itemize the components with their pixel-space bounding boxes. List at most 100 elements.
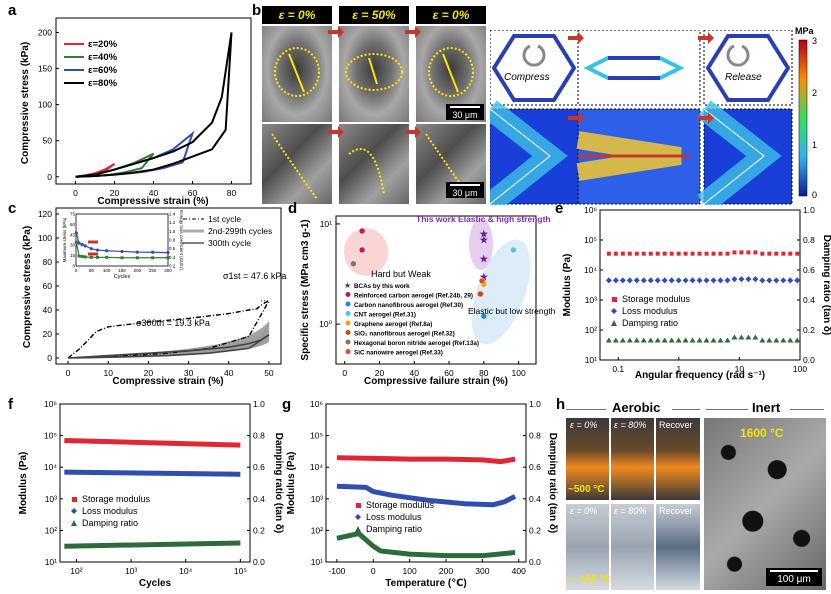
point-Damping ratio	[619, 337, 626, 343]
x-tick: 0	[66, 368, 71, 378]
inset-x-tick: 200	[134, 268, 142, 273]
point-CNT aerogel (Ref.31)	[510, 246, 517, 254]
point-Storage modulus	[746, 250, 751, 255]
inset-y-right-label: Energy loss coefficient (ΔU/U)	[179, 210, 184, 270]
legend-label: ε=60%	[88, 65, 118, 76]
y-tick: 100	[38, 100, 52, 110]
x-tick: 200	[439, 566, 453, 576]
inset-y-tick: 30	[70, 243, 76, 248]
x-tick: 0	[371, 566, 376, 576]
point-Damping ratio	[780, 337, 787, 343]
inset-x-tick: 150	[118, 268, 126, 273]
point-Loss modulus	[605, 277, 612, 284]
legend-marker	[71, 520, 77, 526]
scalebar-b2: 30 μm	[446, 182, 484, 198]
y-axis-right-label: Damping ratio (tan δ)	[821, 235, 831, 336]
y-axis-label: Specific stress (MPa cm3 g-1)	[300, 219, 311, 360]
inset-y-tick: 0	[72, 264, 75, 269]
inset-y-right-tick: 1.2	[169, 220, 176, 225]
sim-label-compress: Compress	[504, 72, 550, 83]
point-Storage modulus	[788, 251, 793, 256]
y-axis-label: Modulus (Pa)	[18, 452, 29, 515]
sem-image-1	[262, 26, 332, 122]
temp-cold: ~ -196 °C	[568, 574, 611, 585]
y-tick: 0	[47, 353, 52, 363]
series-Loss modulus	[64, 469, 241, 477]
colorbar-tick-1: 1	[812, 140, 818, 150]
point-Storage modulus	[683, 251, 688, 256]
region-label-hard: Hard but Weak	[371, 269, 431, 279]
y-tick: 40	[43, 305, 53, 315]
series-300th cycle	[68, 334, 270, 359]
x-tick: 20	[110, 188, 120, 198]
point-Loss modulus	[703, 277, 710, 284]
point-Loss modulus	[759, 277, 766, 284]
x-tick: 1	[676, 364, 681, 374]
inset-x-label: Cycles	[114, 274, 131, 280]
point-Storage modulus	[760, 251, 765, 256]
point-Storage modulus	[606, 251, 611, 256]
point-Storage modulus	[655, 251, 660, 256]
y-tick: 10³	[585, 295, 597, 305]
y-tick: 10⁵	[44, 431, 57, 441]
inset-y-tick: 60	[70, 222, 76, 227]
y-right-tick: 0.8	[253, 431, 265, 441]
row1-label-1: ε = 0%	[570, 420, 598, 430]
legend-marker	[345, 330, 351, 335]
x-tick: 30	[184, 368, 194, 378]
inset-point	[135, 250, 139, 254]
chart-f: 10² 10³ 10⁴ 10⁵ 10¹ 10² 10³ 10⁴ 10⁵ 10⁶ 0.0 0.2 0.4 0…	[18, 399, 284, 589]
y-right-tick: 0.6	[529, 462, 541, 472]
x-tick: 0.1	[612, 364, 624, 374]
point-Loss modulus	[766, 277, 773, 284]
inset-point	[105, 249, 109, 253]
point-Loss modulus	[724, 277, 731, 284]
x-tick: 10	[103, 368, 113, 378]
point-Damping ratio	[605, 337, 612, 343]
inset-point	[120, 256, 124, 260]
x-tick: 20	[375, 368, 385, 378]
simulation-area: Compress Release MPa 3 2 1 0	[483, 26, 830, 213]
legend-label: ε=40%	[88, 52, 118, 63]
y-tick: 10¹	[45, 557, 57, 567]
y-tick: 120	[38, 209, 52, 219]
legend-label: Damping ratio	[622, 318, 678, 328]
legend-marker	[345, 349, 351, 354]
point-Loss modulus	[619, 277, 626, 284]
region-label-elastic: Elastic but low strength	[468, 306, 556, 316]
legend-2nd-299th: 2nd-299th cycles	[208, 226, 272, 236]
series-ε=40%	[75, 152, 155, 178]
inset-point	[166, 256, 170, 260]
y-tick: 10⁵	[584, 235, 597, 245]
legend-1st: 1st cycle	[208, 214, 241, 224]
inset-point	[89, 247, 93, 251]
x-tick: 80	[479, 368, 489, 378]
x-tick: 20	[144, 368, 154, 378]
point-BCAs by this work: ★	[479, 254, 489, 266]
inset-point	[74, 240, 78, 244]
point-Damping ratio	[654, 337, 661, 343]
scalebar-h: 100 μm	[766, 568, 822, 586]
y-right-tick: 0.0	[529, 557, 541, 567]
inset-x-tick: 100	[103, 268, 111, 273]
y-tick: 0	[47, 172, 52, 182]
point-Loss modulus	[661, 277, 668, 284]
series-Storage modulus	[64, 437, 241, 448]
inset-point	[80, 242, 84, 247]
x-tick: 10	[735, 364, 745, 374]
point-Damping ratio	[647, 337, 654, 343]
point-Storage modulus	[641, 251, 646, 256]
y-tick: 10³	[45, 494, 57, 504]
point-Damping ratio	[668, 337, 675, 343]
y-tick: 80	[43, 257, 53, 267]
legend-marker	[345, 301, 351, 307]
legend-marker	[355, 514, 361, 520]
y-right-tick: 0.4	[803, 295, 815, 305]
y-tick: 10⁶	[584, 205, 597, 215]
inset-y-right-tick: 0.8	[169, 238, 176, 243]
y-right-tick: 1.0	[253, 399, 265, 409]
legend-marker	[345, 311, 351, 316]
point-Hexagonal boron nitride aerogel (Ref.13a)	[350, 260, 357, 268]
inset-point	[95, 255, 99, 259]
